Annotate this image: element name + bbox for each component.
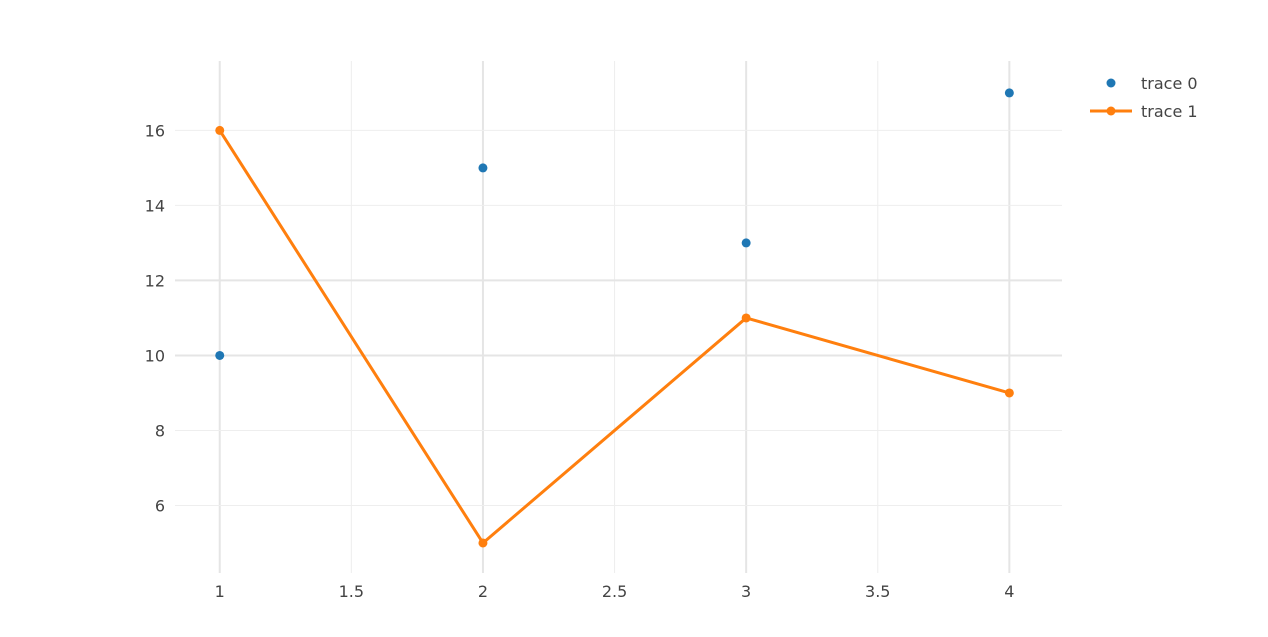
y-tick-label: 16 [145, 121, 165, 140]
data-point-trace-1 [478, 538, 488, 548]
x-axis: 1 1.5 2 2.5 3 3.5 4 [215, 582, 1015, 601]
y-tick-label: 14 [145, 196, 165, 215]
y-tick-label: 10 [145, 346, 165, 365]
data-point-trace-1 [1004, 388, 1014, 398]
plot-area [215, 88, 1014, 548]
grid [175, 61, 1062, 573]
y-axis: 6 8 10 12 14 16 [145, 121, 165, 515]
data-point-trace-0 [741, 238, 751, 248]
data-point-trace-0 [215, 350, 225, 360]
data-point-trace-0 [478, 163, 488, 173]
x-tick-label: 3 [741, 582, 751, 601]
legend-marker-trace-0 [1106, 78, 1116, 88]
data-point-trace-0 [1004, 88, 1014, 98]
data-point-trace-1 [741, 313, 751, 323]
x-tick-label: 2 [478, 582, 488, 601]
x-tick-label: 2.5 [602, 582, 627, 601]
x-tick-label: 1.5 [339, 582, 364, 601]
series-line-trace-1 [218, 129, 1010, 545]
x-tick-label: 1 [215, 582, 225, 601]
y-tick-label: 8 [155, 421, 165, 440]
legend-label-trace-1: trace 1 [1141, 102, 1198, 121]
data-point-trace-1 [215, 125, 225, 135]
x-tick-label: 3.5 [865, 582, 890, 601]
legend-label-trace-0: trace 0 [1141, 74, 1198, 93]
legend: trace 0 trace 1 [1090, 74, 1198, 121]
y-tick-label: 12 [145, 271, 165, 290]
legend-marker-trace-1 [1106, 106, 1116, 116]
x-tick-label: 4 [1004, 582, 1014, 601]
y-tick-label: 6 [155, 496, 165, 515]
